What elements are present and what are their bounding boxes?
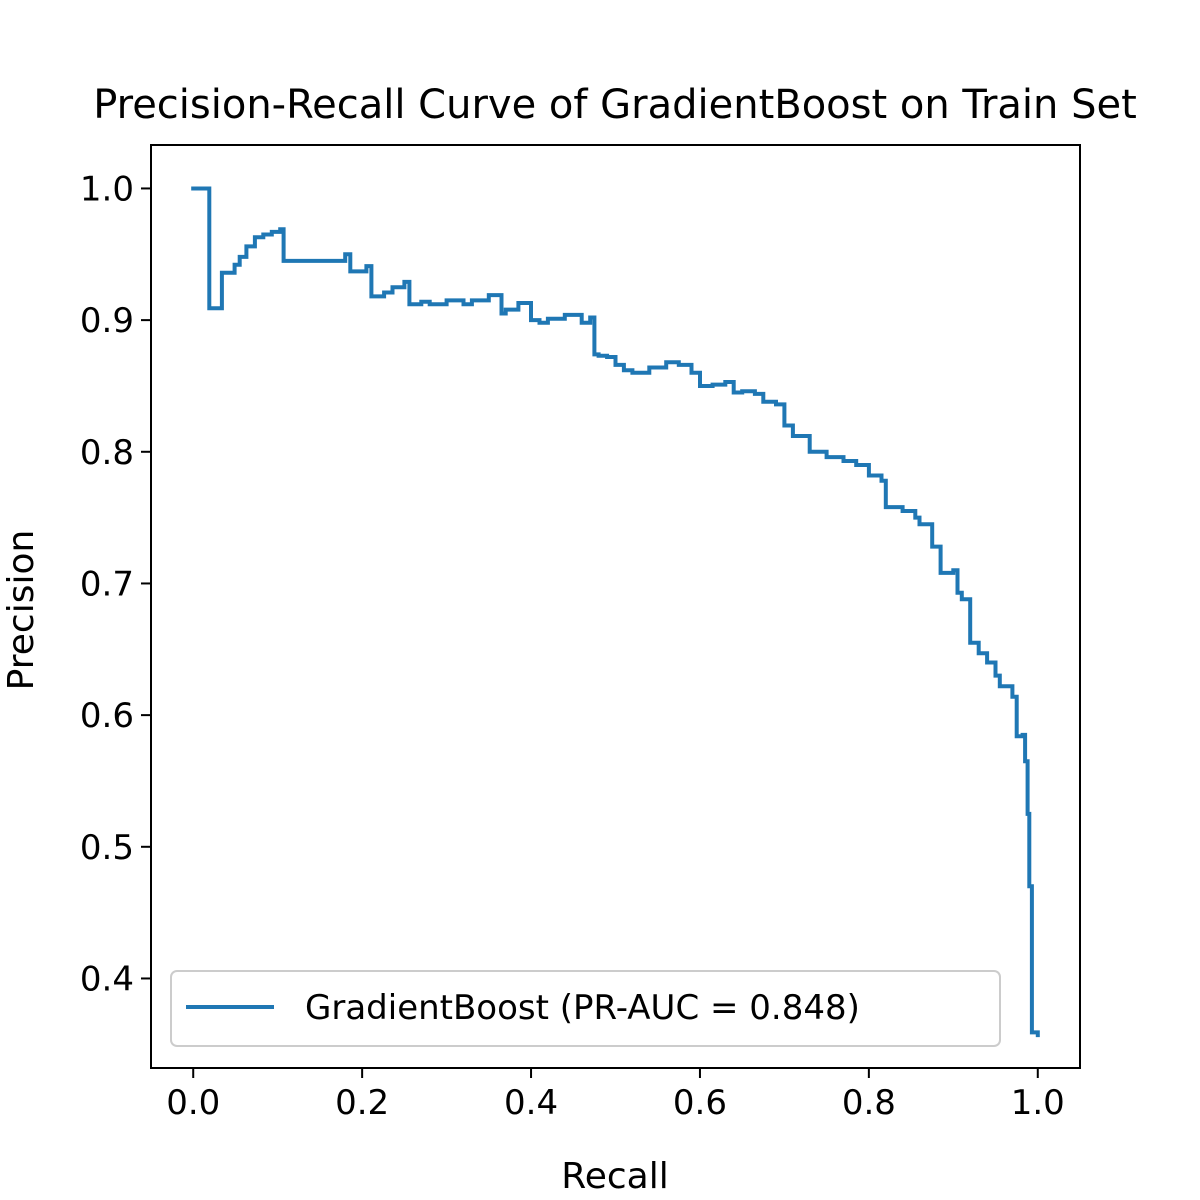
- plot-area: [191, 186, 1040, 1038]
- x-axis-label: Recall: [561, 1156, 668, 1197]
- x-tick-label: 0.6: [673, 1083, 727, 1123]
- series-line-0: [191, 186, 1040, 1038]
- y-axis-label: Precision: [1, 530, 42, 691]
- y-tick-label: 0.9: [80, 301, 134, 341]
- y-tick-label: 1.0: [80, 169, 134, 209]
- y-tick-label: 0.7: [80, 564, 134, 604]
- y-tick-label: 0.8: [80, 433, 134, 473]
- x-tick-label: 0.8: [842, 1083, 896, 1123]
- legend: GradientBoost (PR-AUC = 0.848): [170, 970, 1001, 1047]
- y-tick-label: 0.4: [80, 959, 134, 999]
- chart-title: Precision-Recall Curve of GradientBoost …: [93, 82, 1137, 128]
- x-tick-label: 0.4: [504, 1083, 558, 1123]
- legend-box: [170, 970, 1001, 1047]
- x-tick-label: 0.0: [166, 1083, 220, 1123]
- x-tick-label: 0.2: [335, 1083, 389, 1123]
- axes-frame: [150, 144, 1081, 1069]
- legend-entry-gradientboost: GradientBoost (PR-AUC = 0.848): [305, 988, 860, 1028]
- y-tick-label: 0.5: [80, 828, 134, 868]
- axis-ticks: 0.0 0.2 0.4 0.6 0.8 1.0 0.4 0.5 0.6 0.7 0.8 0.9 1.0: [80, 169, 1065, 1123]
- y-tick-label: 0.6: [80, 696, 134, 736]
- x-tick-label: 1.0: [1011, 1083, 1065, 1123]
